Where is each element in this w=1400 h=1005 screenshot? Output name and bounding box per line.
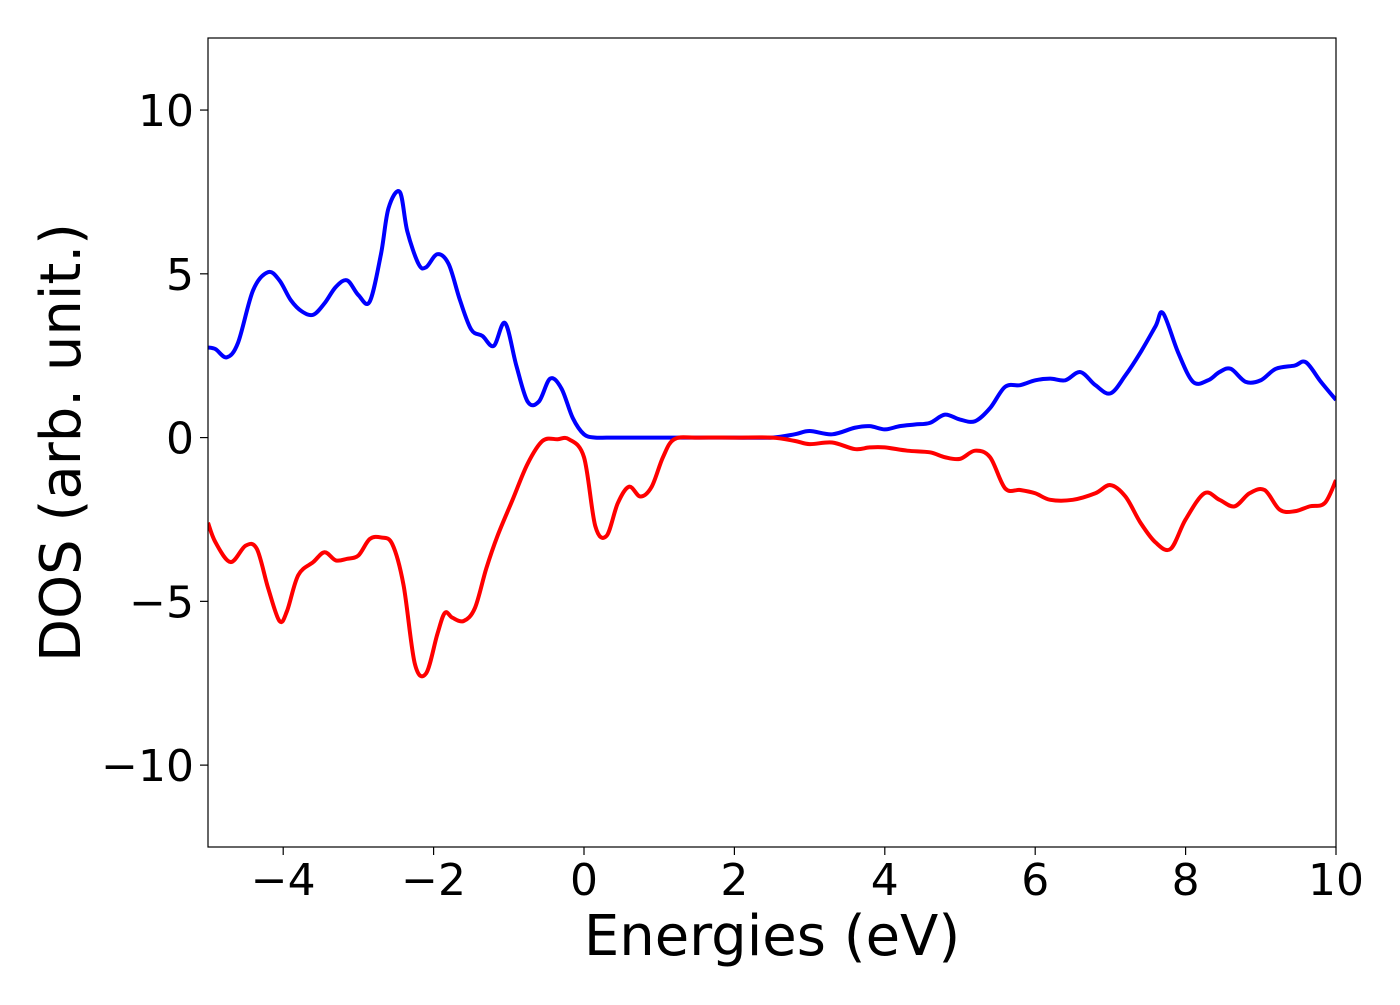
y-tick-label: 10 (138, 86, 194, 137)
x-tick-label: 8 (1172, 855, 1200, 906)
spin-down-dos-line (208, 435, 1336, 679)
y-tick-label: 0 (166, 414, 194, 465)
x-tick-label: 6 (1021, 855, 1049, 906)
x-tick-label: 2 (720, 855, 748, 906)
x-axis-title: Energies (eV) (584, 904, 960, 969)
y-axis-title: DOS (arb. unit.) (29, 223, 94, 662)
y-tick-label: 5 (166, 250, 194, 301)
x-tick-label: 4 (871, 855, 899, 906)
x-tick-label: −4 (251, 855, 316, 906)
x-tick-label: −2 (401, 855, 466, 906)
x-tick-label: 10 (1308, 855, 1364, 906)
x-tick-label: 0 (570, 855, 598, 906)
spin-up-dos-line (208, 189, 1336, 440)
plot-frame (207, 37, 1337, 848)
y-tick-label: −5 (129, 577, 194, 628)
y-tick-label: −10 (101, 741, 194, 792)
